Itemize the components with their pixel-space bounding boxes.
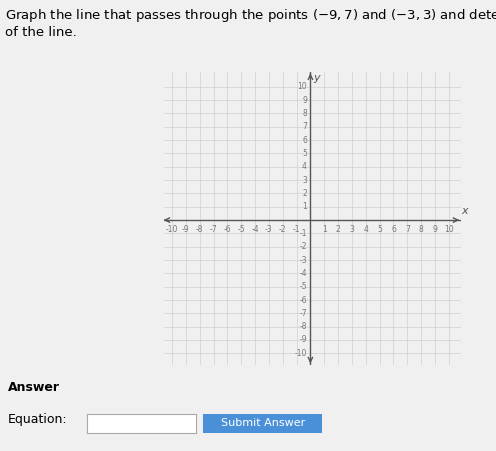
Text: -1: -1 (293, 225, 300, 234)
Text: -1: -1 (300, 229, 307, 238)
Text: -7: -7 (210, 225, 217, 234)
Text: -2: -2 (279, 225, 287, 234)
Text: 2: 2 (336, 225, 340, 234)
Text: 7: 7 (302, 122, 307, 131)
Text: 1: 1 (322, 225, 327, 234)
Text: Submit Answer: Submit Answer (221, 419, 305, 428)
Text: 8: 8 (419, 225, 424, 234)
Text: 5: 5 (377, 225, 382, 234)
Text: -5: -5 (299, 282, 307, 291)
Text: 4: 4 (302, 162, 307, 171)
Text: 9: 9 (433, 225, 437, 234)
Text: 3: 3 (350, 225, 354, 234)
Text: 10: 10 (297, 83, 307, 91)
Text: -9: -9 (182, 225, 189, 234)
Text: Equation:: Equation: (7, 413, 67, 426)
Text: 1: 1 (302, 202, 307, 211)
Text: y: y (313, 73, 320, 83)
Text: -6: -6 (299, 295, 307, 304)
Text: -10: -10 (295, 349, 307, 358)
Text: 6: 6 (302, 136, 307, 145)
Text: -2: -2 (300, 242, 307, 251)
Text: Graph the line that passes through the points $(-9, 7)$ and $(-3, 3)$ and determ: Graph the line that passes through the p… (5, 7, 496, 39)
Text: -9: -9 (299, 336, 307, 345)
Text: -5: -5 (238, 225, 245, 234)
Text: 2: 2 (302, 189, 307, 198)
Text: -7: -7 (299, 309, 307, 318)
Text: -4: -4 (251, 225, 259, 234)
Text: -8: -8 (196, 225, 203, 234)
Text: 3: 3 (302, 175, 307, 184)
Text: 6: 6 (391, 225, 396, 234)
Text: 9: 9 (302, 96, 307, 105)
Text: 7: 7 (405, 225, 410, 234)
Text: x: x (461, 206, 468, 216)
Text: -3: -3 (299, 256, 307, 265)
Text: -3: -3 (265, 225, 273, 234)
Text: Answer: Answer (7, 381, 60, 394)
Text: -10: -10 (166, 225, 178, 234)
Text: -4: -4 (299, 269, 307, 278)
Text: 8: 8 (302, 109, 307, 118)
Text: 5: 5 (302, 149, 307, 158)
Text: -6: -6 (224, 225, 231, 234)
Text: 4: 4 (364, 225, 368, 234)
Text: -8: -8 (300, 322, 307, 331)
Text: 10: 10 (444, 225, 454, 234)
